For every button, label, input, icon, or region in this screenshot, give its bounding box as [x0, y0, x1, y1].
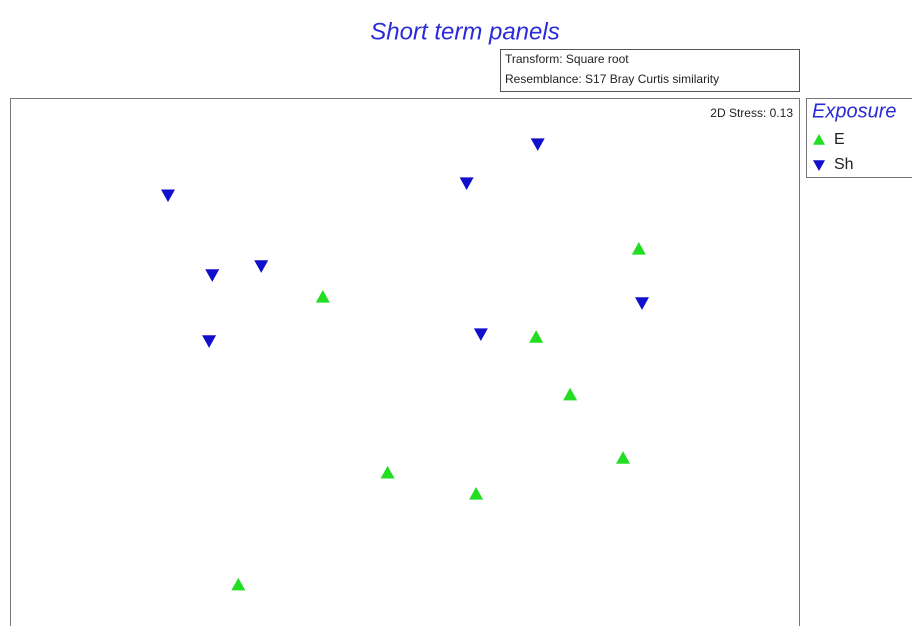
- legend-title: Exposure: [812, 100, 897, 122]
- point: [563, 387, 578, 401]
- point: [459, 177, 474, 191]
- annotation: Transform: Square root: [505, 52, 629, 66]
- chart-title: Short term panels: [370, 18, 559, 45]
- point: [254, 260, 269, 273]
- point: [473, 328, 488, 342]
- legend-label: Sh: [834, 156, 854, 173]
- point: [635, 297, 649, 310]
- legend-marker: [813, 160, 825, 171]
- point: [616, 451, 631, 464]
- point: [529, 330, 544, 343]
- point: [202, 335, 217, 348]
- point: [530, 138, 545, 151]
- annotation-box: [500, 49, 800, 92]
- annotation: Resemblance: S17 Bray Curtis similarity: [505, 72, 719, 86]
- legend-marker: [813, 134, 825, 145]
- plot-frame: [10, 98, 800, 626]
- point: [631, 242, 646, 255]
- point: [231, 577, 246, 591]
- point: [469, 487, 484, 500]
- legend-label: E: [834, 131, 845, 148]
- point: [161, 189, 175, 203]
- stress-label: 2D Stress: 0.13: [710, 106, 793, 120]
- point: [205, 269, 220, 282]
- point: [315, 290, 330, 303]
- legend-box: [806, 98, 912, 178]
- point: [380, 465, 395, 479]
